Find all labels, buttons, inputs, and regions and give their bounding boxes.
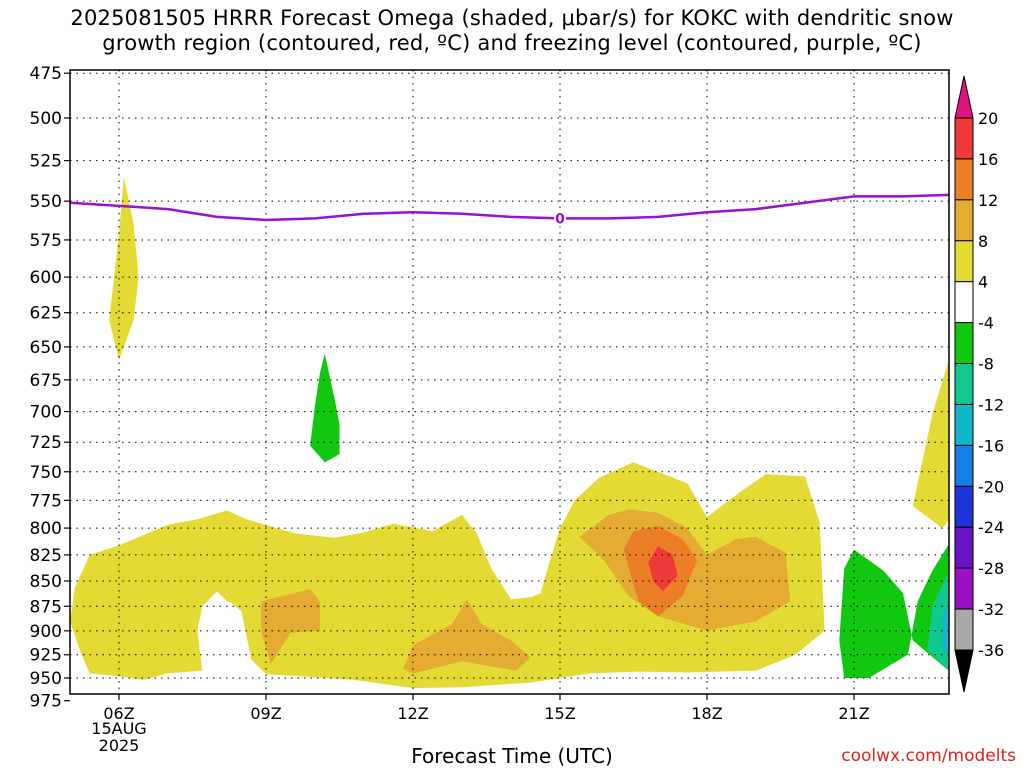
y-tick-label-725: 725	[30, 433, 62, 453]
colorbar-label-0: 20	[978, 109, 998, 128]
colorbar-label-7: -12	[978, 395, 1004, 414]
y-tick-label-475: 475	[30, 64, 62, 84]
omega-region-11	[942, 599, 949, 656]
colorbar-label-13: -36	[978, 641, 1004, 660]
x-tick-label-15Z: 15Z	[544, 704, 575, 723]
colorbar-box-10	[954, 526, 974, 569]
omega-region-1	[109, 177, 139, 361]
title-line-2: growth region (contoured, red, ºC) and f…	[102, 31, 922, 55]
y-tick-label-775: 775	[30, 491, 62, 511]
colorbar-box-0	[954, 117, 974, 160]
colorbar-box-8	[954, 444, 974, 487]
colorbar-box-11	[954, 567, 974, 610]
date-label-year: 2025	[98, 736, 140, 755]
x-tick-label-06Z: 06Z	[103, 704, 134, 723]
colorbar-box-3	[954, 240, 974, 283]
x-tick-label-09Z: 09Z	[250, 704, 281, 723]
omega-region-7	[648, 546, 678, 592]
x-tick-label-18Z: 18Z	[691, 704, 722, 723]
colorbar-label-4: 4	[978, 273, 988, 292]
colorbar-box-9	[954, 485, 974, 528]
y-tick-label-625: 625	[30, 304, 62, 324]
x-axis: 06Z 09Z 12Z 15Z 18Z 21Z	[103, 694, 870, 723]
colorbar-label-8: -16	[978, 436, 1004, 455]
colorbar-label-1: 16	[978, 150, 998, 169]
y-tick-label-575: 575	[30, 231, 62, 251]
y-tick-label-750: 750	[30, 463, 62, 483]
y-tick-label-825: 825	[30, 546, 62, 566]
colorbar-label-10: -24	[978, 518, 1004, 537]
y-tick-label-925: 925	[30, 646, 62, 666]
colorbar-label-6: -8	[978, 355, 994, 374]
grid-lines	[70, 70, 949, 694]
y-tick-label-975: 975	[30, 692, 62, 712]
colorbar-label-9: -20	[978, 477, 1004, 496]
y-tick-label-500: 500	[30, 109, 62, 129]
x-tick-label-12Z: 12Z	[397, 704, 428, 723]
freezing-level-line	[70, 193, 949, 222]
y-tick-label-600: 600	[30, 268, 62, 288]
colorbar-label-2: 12	[978, 191, 998, 210]
omega-region-2	[912, 359, 949, 529]
colorbar-box-5	[954, 322, 974, 365]
colorbar-box-2	[954, 199, 974, 242]
date-label-day: 15AUG	[91, 719, 147, 738]
omega-region-9	[839, 543, 949, 678]
colorbar-label-5: -4	[978, 314, 994, 333]
omega-region-8	[310, 353, 340, 463]
plot-frame	[69, 69, 950, 695]
colorbar-label-11: -28	[978, 559, 1004, 578]
x-tick-label-21Z: 21Z	[838, 704, 869, 723]
x-axis-title: Forecast Time (UTC)	[411, 744, 613, 768]
colorbar-box-12	[954, 608, 974, 651]
freezing-label-bg	[554, 210, 566, 227]
colorbar-box-1	[954, 158, 974, 201]
colorbar-label-3: 8	[978, 232, 988, 251]
chart-title: 2025081505 HRRR Forecast Omega (shaded, …	[0, 6, 1024, 56]
y-tick-label-900: 900	[30, 622, 62, 642]
colorbar: 20 16 12 8 4 -4 -8 -12 -16 -20 -24 -28 -32 -36	[954, 75, 1004, 693]
colorbar-label-12: -32	[978, 600, 1004, 619]
y-tick-label-850: 850	[30, 572, 62, 592]
y-tick-label-875: 875	[30, 597, 62, 617]
omega-region-3	[261, 589, 320, 665]
y-tick-label-700: 700	[30, 403, 62, 423]
freezing-level-contour: 0	[70, 193, 949, 227]
omega-shading	[70, 177, 949, 689]
y-tick-label-650: 650	[30, 338, 62, 358]
source-credit: coolwx.com/modelts	[841, 746, 1016, 766]
y-tick-label-675: 675	[30, 371, 62, 391]
y-tick-label-950: 950	[30, 669, 62, 689]
y-tick-label-525: 525	[30, 152, 62, 172]
title-line-1: 2025081505 HRRR Forecast Omega (shaded, …	[70, 6, 954, 30]
freezing-level-label: 0	[555, 211, 565, 227]
colorbar-box-7	[954, 403, 974, 446]
colorbar-top-triangle	[954, 75, 974, 119]
y-tick-label-550: 550	[30, 192, 62, 212]
colorbar-bottom-triangle	[954, 649, 974, 693]
y-tick-label-800: 800	[30, 519, 62, 539]
y-axis: 475 500 525 550 575 600 625 650 675 700 725 750 775 8…	[30, 64, 70, 712]
colorbar-box-4	[954, 281, 974, 324]
colorbar-box-6	[954, 363, 974, 405]
